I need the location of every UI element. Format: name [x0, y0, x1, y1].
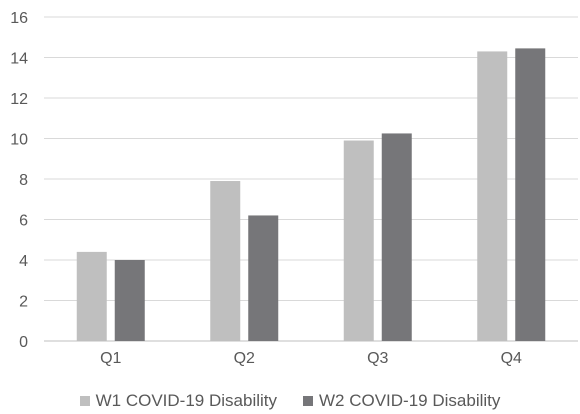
x-tick-label: Q1 — [100, 350, 121, 367]
bar-w2-q1 — [114, 260, 145, 341]
legend-label-w1: W1 COVID-19 Disability — [95, 391, 277, 410]
y-axis-tick-labels: 0 2 4 6 8 10 12 14 16 — [10, 10, 28, 351]
bar-w1-q4 — [477, 51, 508, 342]
y-tick-label: 16 — [10, 10, 28, 27]
legend-swatch-w2 — [303, 396, 313, 406]
x-tick-label: Q4 — [501, 350, 522, 367]
y-tick-label: 12 — [10, 91, 28, 108]
legend-label-w2: W2 COVID-19 Disability — [319, 391, 501, 410]
legend-swatch-w1 — [79, 396, 90, 406]
bar-w2-q3 — [381, 133, 412, 341]
y-tick-label: 4 — [19, 253, 28, 270]
x-axis-tick-labels: Q1 Q2 Q3 Q4 — [100, 350, 522, 367]
legend: W1 COVID-19 Disability W2 COVID-19 Disab… — [0, 388, 580, 414]
bar-chart: 0 2 4 6 8 10 12 14 16 Q1 Q2 Q3 Q4 — [10, 10, 578, 367]
legend-item-w2: W2 COVID-19 Disability — [303, 391, 500, 411]
y-tick-label: 14 — [10, 51, 28, 68]
bar-w2-q2 — [248, 215, 279, 341]
bar-w1-q2 — [210, 181, 241, 341]
bar-w2-q4 — [515, 48, 546, 341]
x-tick-label: Q2 — [234, 350, 255, 367]
bar-w1-q3 — [343, 140, 374, 341]
bar-w1-q1 — [76, 251, 107, 341]
y-tick-label: 10 — [10, 132, 28, 149]
y-tick-label: 2 — [19, 294, 28, 311]
legend-item-w1: W1 COVID-19 Disability — [79, 391, 277, 411]
y-tick-label: 8 — [19, 172, 28, 189]
bars — [76, 48, 546, 342]
y-tick-label: 0 — [19, 334, 28, 351]
x-tick-label: Q3 — [367, 350, 388, 367]
y-tick-label: 6 — [19, 213, 28, 230]
